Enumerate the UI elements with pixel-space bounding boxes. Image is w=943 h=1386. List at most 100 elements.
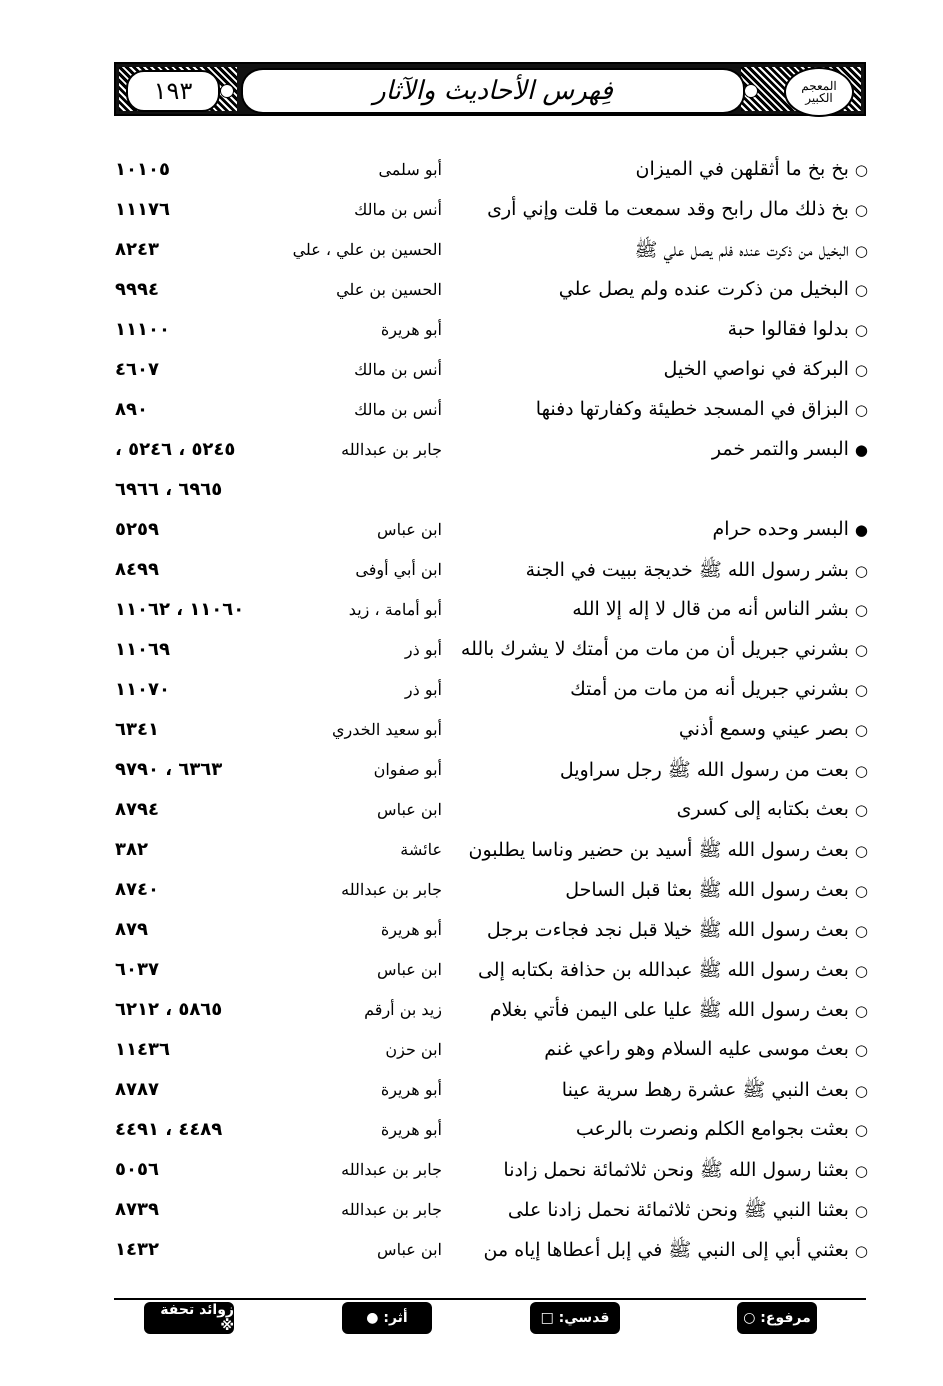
hadith-numbers: ١١٠٦٠ ، ١١٠٦٢	[115, 599, 245, 620]
hadith-text: ○ بعث النبي ﷺ عشرة رهط سرية عينا	[562, 1078, 868, 1106]
narrator: ابن حزن	[385, 1040, 442, 1059]
hadith-text-label: بشر رسول الله ﷺ خديجة ببيت في الجنة	[525, 559, 849, 581]
entry-marker-icon: ○	[854, 882, 868, 900]
entry-marker-icon: ○	[854, 721, 868, 739]
index-entry: ○ بشرني جبريل أن من مات من أمتك لا يشرك ب…	[0, 632, 943, 672]
hadith-numbers: ٥٠٥٦	[115, 1159, 159, 1180]
entry-marker-icon: ○	[854, 1002, 868, 1020]
hadith-text: ○ بعثنا النبي ﷺ ونحن ثلاثمائة نحمل زادنا …	[508, 1198, 868, 1226]
legend-qudsi: قدسي: □	[530, 1302, 620, 1334]
hadith-text-label: بخ ذلك مال رابح وقد سمعت ما قلت وإني أرى	[487, 198, 849, 220]
hadith-numbers: ٨٤٩٩	[115, 559, 159, 580]
narrator: ابن أبي أوفى	[355, 560, 442, 579]
entry-marker-icon: ○	[854, 641, 868, 659]
narrator: أنس بن مالك	[354, 360, 442, 379]
index-entry: ○ بعث رسول الله ﷺ أسيد بن حضير وناسا يطلب…	[0, 832, 943, 872]
entry-marker-icon: ○	[854, 1082, 868, 1100]
index-entry: ○ بعثنا رسول الله ﷺ ونحن ثلاثمائة نحمل زا…	[0, 1152, 943, 1192]
hadith-numbers: ١٤٣٢	[115, 1239, 159, 1260]
index-entry: ○ البخيل من ذكرت عنده ولم يصل علي الحسين ب…	[0, 272, 943, 312]
hadith-text: ○ البخيل من ذكرت عنده فلم يصل علي ﷺ	[635, 238, 868, 266]
index-entry: ○ بصر عيني وسمع أذني أبو سعيد الخدري ٦٣٤١	[0, 712, 943, 752]
hadith-numbers: ٦٣٤١	[115, 719, 159, 740]
hadith-text-label: بشرني جبريل أنه من مات من أمتك	[570, 678, 849, 700]
page-title: فِهرس الأحاديث والآثار	[241, 68, 745, 114]
narrator: عائشة	[400, 840, 442, 859]
hadith-text: ○ بعث رسول الله ﷺ أسيد بن حضير وناسا يطلب…	[469, 838, 868, 866]
hadith-text: ○ بعث رسول الله ﷺ عبدالله بن حذافة بكتابه…	[478, 958, 868, 986]
index-entry: ○ بعث رسول الله ﷺ عليا على اليمن فأتي بغل…	[0, 992, 943, 1032]
entry-marker-icon: ○	[854, 1242, 868, 1260]
index-entry: ٦٩٦٥ ، ٦٩٦٦	[0, 472, 943, 512]
hadith-text: ○ بعت من رسول الله ﷺ رجل سراويل	[560, 758, 868, 786]
page-header: ١٩٣ فِهرس الأحاديث والآثار المعجم الكبير	[114, 62, 866, 117]
hadith-text-label: بعث رسول الله ﷺ عبدالله بن حذافة بكتابه …	[477, 959, 849, 981]
narrator: أبو أمامة ، زيد	[348, 600, 442, 619]
hadith-text-label: بعثنا النبي ﷺ ونحن ثلاثمائة نحمل زادنا ع…	[507, 1199, 849, 1221]
hadith-text: ● البسر والتمر خمر	[712, 438, 868, 460]
hadith-numbers: ٥٢٤٥ ، ٥٢٤٦ ،	[115, 439, 236, 460]
hadith-numbers: ٨٧٨٧	[115, 1079, 159, 1100]
index-entry: ○ بعث موسى عليه السلام وهو راعي غنم ابن حز…	[0, 1032, 943, 1072]
hadith-text-label: بعت من رسول الله ﷺ رجل سراويل	[559, 759, 849, 781]
hadith-text: ○ بدلوا فقالوا حبة	[728, 318, 868, 340]
hadith-text-label: بعثنا رسول الله ﷺ ونحن ثلاثمائة نحمل زاد…	[503, 1159, 849, 1181]
entry-marker-icon: ○	[854, 681, 868, 699]
entry-marker-icon: ○	[854, 842, 868, 860]
entry-marker-icon: ○	[854, 801, 868, 819]
hadith-text: ○ البركة في نواصي الخيل	[664, 358, 868, 380]
hadith-numbers: ٨٧٩٤	[115, 799, 159, 820]
hadith-text-label: البخيل من ذكرت عنده فلم يصل علي ﷺ	[634, 239, 849, 261]
index-entry: ○ بعثنا النبي ﷺ ونحن ثلاثمائة نحمل زادنا …	[0, 1192, 943, 1232]
hadith-numbers: ٥٢٥٩	[115, 519, 159, 540]
index-entry: ● البسر وحده حرام ابن عباس ٥٢٥٩	[0, 512, 943, 552]
narrator: أبو سعيد الخدري	[332, 720, 442, 739]
hadith-text: ○ بعثنا رسول الله ﷺ ونحن ثلاثمائة نحمل زا…	[503, 1158, 868, 1186]
hadith-text: ○ بشرني جبريل أنه من مات من أمتك	[570, 678, 868, 700]
entry-marker-icon: ○	[854, 922, 868, 940]
narrator: جابر بن عبدالله	[341, 1160, 442, 1179]
narrator: أبو صفوان	[373, 760, 442, 779]
legend-marfu: مرفوع: ○	[737, 1302, 817, 1334]
narrator: جابر بن عبدالله	[341, 880, 442, 899]
hadith-text: ○ بعث رسول الله ﷺ عليا على اليمن فأتي بغل…	[490, 998, 868, 1026]
entry-marker-icon: ●	[854, 441, 868, 459]
entry-marker-icon: ○	[854, 281, 868, 299]
narrator: زيد بن أرقم	[364, 1000, 442, 1019]
hadith-text-label: بدلوا فقالوا حبة	[727, 318, 849, 340]
entry-marker-icon: ○	[854, 361, 868, 379]
hadith-text: ○ بشرني جبريل أن من مات من أمتك لا يشرك ب…	[461, 638, 868, 660]
narrator: جابر بن عبدالله	[341, 440, 442, 459]
index-entry: ○ بعث رسول الله ﷺ عبدالله بن حذافة بكتابه…	[0, 952, 943, 992]
index-entry: ● البسر والتمر خمر جابر بن عبدالله ٥٢٤٥ ، ٥…	[0, 432, 943, 472]
hadith-text-label: بعث رسول الله ﷺ عليا على اليمن فأتي بغلا…	[489, 999, 849, 1021]
hadith-text-label: بشرني جبريل أن من مات من أمتك لا يشرك با…	[460, 638, 849, 660]
hadith-text-label: بعث بكتابه إلى كسرى	[676, 798, 849, 820]
entry-marker-icon: ○	[854, 1202, 868, 1220]
index-entry: ○ البركة في نواصي الخيل أنس بن مالك ٤٦٠٧	[0, 352, 943, 392]
logo-text: المعجم الكبير	[801, 79, 837, 105]
hadith-text: ○ بشر رسول الله ﷺ خديجة ببيت في الجنة	[526, 558, 868, 586]
hadith-text: ○ بخ بخ ما أثقلهن في الميزان	[636, 158, 868, 180]
hadith-text: ○ بعث موسى عليه السلام وهو راعي غنم	[544, 1038, 868, 1060]
hadith-numbers: ١١٠٦٩	[115, 639, 170, 660]
ornament-dot	[220, 84, 234, 98]
index-entry: ○ بعثت بجوامع الكلم ونصرت بالرعب أبو هريرة…	[0, 1112, 943, 1152]
entry-marker-icon: ○	[854, 1041, 868, 1059]
index-entry: ○ بعث بكتابه إلى كسرى ابن عباس ٨٧٩٤	[0, 792, 943, 832]
index-entry: ○ بعث رسول الله ﷺ خيلا قبل نجد فجاءت برجل…	[0, 912, 943, 952]
narrator: ابن عباس	[377, 960, 442, 979]
index-entry: ○ بعت من رسول الله ﷺ رجل سراويل أبو صفوان ٦…	[0, 752, 943, 792]
index-entry: ○ بخ ذلك مال رابح وقد سمعت ما قلت وإني أر…	[0, 192, 943, 232]
hadith-numbers: ١١٤٣٦	[115, 1039, 170, 1060]
narrator: أبو ذر	[404, 680, 442, 699]
hadith-text-label: بعث رسول الله ﷺ أسيد بن حضير وناسا يطلبو…	[468, 839, 849, 861]
entry-marker-icon: ○	[854, 601, 868, 619]
hadith-text	[862, 478, 868, 500]
hadith-numbers: ١١١٧٦	[115, 199, 170, 220]
hadith-text-label: بعثت بجوامع الكلم ونصرت بالرعب	[575, 1118, 849, 1140]
hadith-text: ○ بعثت بجوامع الكلم ونصرت بالرعب	[576, 1118, 868, 1140]
hadith-text: ○ بشر الناس أنه من قال لا إله إلا الله	[572, 598, 868, 620]
hadith-numbers: ١١١٠٠	[115, 319, 170, 340]
entry-marker-icon: ○	[854, 242, 868, 260]
